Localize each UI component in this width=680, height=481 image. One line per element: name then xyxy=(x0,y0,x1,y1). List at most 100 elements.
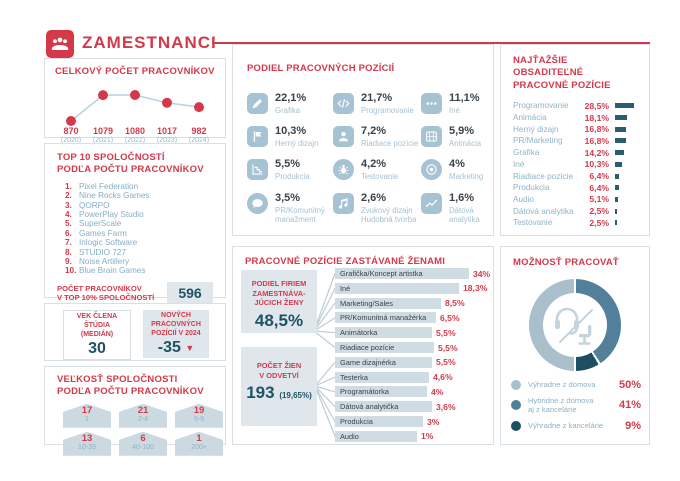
women-bar-row: Riadiace pozície 5,5% xyxy=(335,342,458,353)
hardest-label: Produkcia xyxy=(513,183,550,193)
women-bar-pct: 5,5% xyxy=(436,357,456,368)
women-bar-pct: 1% xyxy=(421,431,434,442)
hardest-bar xyxy=(615,150,625,156)
pen-icon xyxy=(247,93,268,114)
hardest-bar-track xyxy=(615,161,637,167)
position-share-label: Riadiace pozície xyxy=(361,139,419,148)
women-bar-row: Produkcia 3% xyxy=(335,416,439,427)
women-count-label: POČET ŽIEN V ODVETVÍ xyxy=(256,361,302,380)
top10-item: 3. QORPO xyxy=(57,201,213,210)
median-age-box: VEK ČLENA ŠTÚDIA (MEDIÁN) 30 xyxy=(63,310,131,360)
top10-item: 5. SuperScale xyxy=(57,219,213,228)
position-share-item: 11,1% Iné xyxy=(421,93,480,115)
women-count-value: 193 (19,65%) xyxy=(246,383,312,403)
top10-company-name: Nine Rocks Games xyxy=(79,191,150,201)
position-share-text: 5,9% Animácia xyxy=(449,126,481,149)
women-bar: Grafička/Koncept artistka xyxy=(335,268,469,279)
hardest-pct: 5,1% xyxy=(589,194,609,205)
women-bar-row: Iné 18,3% xyxy=(335,282,487,294)
top10-company-name: QORPO xyxy=(79,200,110,210)
top10-company-name: Blue Brain Games xyxy=(79,266,146,276)
position-share-pct: 3,5% xyxy=(275,192,301,204)
hardest-rows: Programovanie 28,5% Animácia 18,1% Herný diz… xyxy=(513,100,637,229)
women-bar: Riadiace pozície xyxy=(335,342,434,353)
top10-rank: 6. xyxy=(65,228,72,238)
panel-age-new-positions: VEK ČLENA ŠTÚDIA (MEDIÁN) 30 NOVÝCH PRAC… xyxy=(44,303,226,361)
hardest-pct: 6,4% xyxy=(589,182,609,193)
company-size-count: 19 xyxy=(193,404,205,416)
top10-rank: 8. xyxy=(65,247,72,257)
hardest-label: Testovanie xyxy=(513,218,553,228)
women-bar-label: Produkcia xyxy=(340,417,373,426)
top10-footer: POČET PRACOVNÍKOV V TOP 10% SPOLOČNOSTÍ … xyxy=(57,281,213,305)
women-count-box: POČET ŽIEN V ODVETVÍ 193 (19,65%) xyxy=(241,347,317,426)
position-share-item: 7,2% Riadiace pozície xyxy=(333,126,418,148)
hardest-bar xyxy=(615,196,619,202)
position-share-text: 5,5% Produkcia xyxy=(275,159,310,182)
top10-item: 4. PowerPlay Studio xyxy=(57,210,213,219)
legend-row: Výhradne z domova 50% xyxy=(511,379,641,391)
position-share-pct: 7,2% xyxy=(361,125,387,137)
top10-item: 6. Games Farm xyxy=(57,229,213,238)
legend-pct: 50% xyxy=(618,379,641,391)
women-bar-pct: 3,6% xyxy=(436,401,456,412)
bug-icon xyxy=(333,159,354,180)
top10-rank: 3. xyxy=(65,200,72,210)
hardest-bar-track xyxy=(615,103,637,109)
hardest-pct: 18,1% xyxy=(584,112,609,123)
panel-work-mode: MOŽNOSŤ PRACOVAŤ Výhradne z domova 50% Hyb… xyxy=(500,246,650,445)
code-icon xyxy=(333,93,354,114)
position-share-text: 7,2% Riadiace pozície xyxy=(361,125,419,149)
top10-item: 7. Inlogic Software xyxy=(57,238,213,247)
company-size-range: 200+ xyxy=(191,443,207,451)
position-share-label: Dátová analytika xyxy=(449,206,480,224)
top10-footer-label: POČET PRACOVNÍKOV V TOP 10% SPOLOČNOSTÍ xyxy=(57,283,155,303)
legend-row: Hybridne z domova aj z kancelárie 41% xyxy=(511,396,641,415)
position-share-item: 22,1% Grafika xyxy=(247,93,306,115)
company-size-range: 5-9 xyxy=(193,415,205,423)
top10-company-name: Pixel Federation xyxy=(79,181,139,191)
new-positions-value: -35 ▼ xyxy=(157,339,195,357)
hardest-row: Produkcia 6,4% xyxy=(513,182,637,194)
company-size-grid: 17 1 21 2-4 19 5-9 13 10-39 6 40-100 1 200+ xyxy=(63,403,223,456)
women-bar: Animátorka xyxy=(335,327,432,339)
company-size-count: 13 xyxy=(81,432,93,444)
position-share-pct: 21,7% xyxy=(361,92,393,104)
position-share-text: 4% Marketing xyxy=(449,159,483,182)
company-size-cell: 19 5-9 xyxy=(175,403,223,428)
top10-item: 8. STUDIO 727 xyxy=(57,248,213,257)
svg-text:(2022): (2022) xyxy=(125,137,145,143)
position-share-item: 1,6% Dátová analytika xyxy=(421,193,480,224)
company-size-cell: 21 2-4 xyxy=(119,403,167,428)
line-chart-icon xyxy=(421,193,442,214)
employees-logo-icon xyxy=(46,30,74,58)
women-bar-label: Audio xyxy=(340,431,359,441)
page-title: ZAMESTNANCI xyxy=(82,33,217,52)
hardest-bar xyxy=(615,173,620,179)
total-workers-line-chart: 870(2020) 1079(2021) 1080(2022) 1017(2023) 9… xyxy=(61,90,209,143)
position-share-item: 4% Marketing xyxy=(421,159,483,181)
median-age-value: 30 xyxy=(88,340,106,358)
legend-label: Hybridne z domova aj z kancelárie xyxy=(528,396,594,415)
down-arrow-icon: ▼ xyxy=(185,343,195,354)
hardest-label: Audio xyxy=(513,194,534,204)
hardest-bar xyxy=(615,115,627,121)
dots-icon xyxy=(421,93,442,114)
panel-women-positions: PRACOVNÉ POZÍCIE ZASTÁVANÉ ŽENAMI PODIEL… xyxy=(232,246,494,445)
position-share-pct: 1,6% xyxy=(449,192,475,204)
fan-connector-lines xyxy=(313,273,336,437)
company-size-range: 10-39 xyxy=(78,443,96,451)
svg-text:(2021): (2021) xyxy=(93,137,113,143)
hardest-label: Riadiace pozície xyxy=(513,171,574,181)
women-bar: Iné xyxy=(335,282,459,294)
position-share-text: 22,1% Grafika xyxy=(275,93,306,116)
hardest-bar-track xyxy=(615,115,637,121)
women-bar-pct: 5,5% xyxy=(436,327,456,338)
women-bar-label: Dátová analytička xyxy=(340,402,399,412)
women-bar-row: PR/Komunitná manažérka 6,5% xyxy=(335,312,460,324)
position-share-label: Produkcia xyxy=(275,172,310,181)
hardest-bar xyxy=(615,161,622,167)
hardest-bar-track xyxy=(615,173,637,179)
women-bar-pct: 8,5% xyxy=(445,298,465,309)
top10-rank: 5. xyxy=(65,219,72,229)
